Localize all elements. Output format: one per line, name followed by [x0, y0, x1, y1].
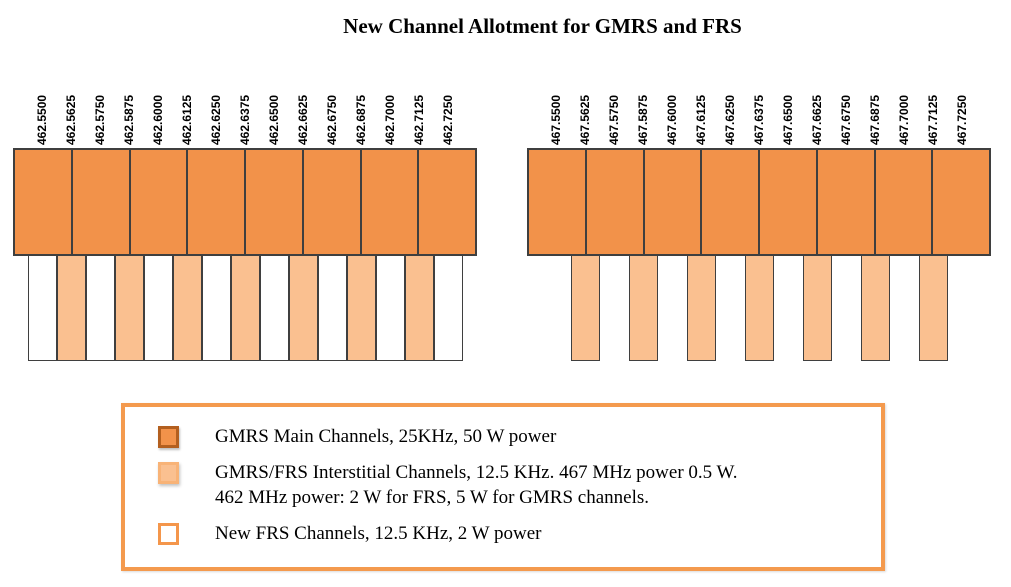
main-channel-segment: [529, 150, 587, 254]
frs-channel-bar: [259, 256, 289, 361]
interstitial-channel-bar: [628, 256, 658, 361]
lower-channels-row: [13, 256, 477, 362]
main-channel-segment: [702, 150, 760, 254]
interstitial-channel-bar: [114, 256, 144, 361]
main-channel-segment: [645, 150, 703, 254]
interstitial-channel-bar: [918, 256, 948, 361]
frs-channel-swatch: [158, 523, 179, 545]
legend-item-text: New FRS Channels, 12.5 KHz, 2 W power: [215, 521, 542, 546]
frequency-label: 462.6250: [209, 94, 223, 145]
lower-channels-row: [527, 256, 991, 362]
main-channels-band: [527, 148, 991, 256]
legend-item-text-line: GMRS/FRS Interstitial Channels, 12.5 KHz…: [215, 462, 738, 483]
frequency-label: 467.5625: [578, 94, 592, 145]
frequency-label: 462.6625: [296, 94, 310, 145]
frequency-label: 467.6375: [752, 94, 766, 145]
frequency-label: 462.5750: [93, 94, 107, 145]
frequency-label: 467.5875: [636, 94, 650, 145]
frequency-label: 462.7250: [441, 94, 455, 145]
frs-channel-bar: [375, 256, 405, 361]
frs-channel-bar: [433, 256, 463, 361]
legend-item-text: GMRS Main Channels, 25KHz, 50 W power: [215, 424, 556, 449]
frequency-label: 467.6500: [781, 94, 795, 145]
interstitial-channel-bar: [404, 256, 434, 361]
main-channel-segment: [933, 150, 989, 254]
frequency-label: 467.6625: [810, 94, 824, 145]
main-channel-segment: [587, 150, 645, 254]
main-channels-band: [13, 148, 477, 256]
frequency-label: 462.6000: [151, 94, 165, 145]
interstitial-channel-bar: [288, 256, 318, 361]
frequency-label: 467.7125: [926, 94, 940, 145]
frequency-labels-row: 467.5500 467.5625 467.5750 467.5875 467.6000…: [527, 82, 991, 146]
frs-channel-bar: [85, 256, 115, 361]
interstitial-channel-bar: [570, 256, 600, 361]
main-channel-segment: [73, 150, 131, 254]
legend-item: GMRS Main Channels, 25KHz, 50 W power: [158, 424, 871, 449]
main-channel-segment: [876, 150, 934, 254]
chart-467-band: 467.5500 467.5625 467.5750 467.5875 467.6000…: [527, 82, 991, 362]
main-channel-segment: [362, 150, 420, 254]
frequency-label: 467.6875: [868, 94, 882, 145]
frequency-label: 462.5500: [35, 94, 49, 145]
interstitial-channel-bar: [802, 256, 832, 361]
interstitial-channel-bar: [346, 256, 376, 361]
main-channel-segment: [818, 150, 876, 254]
frequency-label: 462.6375: [238, 94, 252, 145]
legend-item-text-line: New FRS Channels, 12.5 KHz, 2 W power: [215, 523, 542, 544]
interstitial-channel-swatch: [158, 462, 179, 484]
legend-item: New FRS Channels, 12.5 KHz, 2 W power: [158, 521, 871, 546]
page-title: New Channel Allotment for GMRS and FRS: [343, 14, 742, 38]
frequency-label: 462.6750: [325, 94, 339, 145]
frequency-label: 462.6125: [180, 94, 194, 145]
frequency-label: 462.6500: [267, 94, 281, 145]
frequency-label: 467.6125: [694, 94, 708, 145]
interstitial-channel-bar: [686, 256, 716, 361]
interstitial-channel-bar: [744, 256, 774, 361]
frequency-label: 467.6250: [723, 94, 737, 145]
frs-channel-bar: [201, 256, 231, 361]
interstitial-channel-bar: [56, 256, 86, 361]
interstitial-channel-bar: [172, 256, 202, 361]
legend-item-text-line: 462 MHz power: 2 W for FRS, 5 W for GMRS…: [215, 487, 649, 508]
legend-item-text: GMRS/FRS Interstitial Channels, 12.5 KHz…: [215, 460, 738, 510]
main-channel-segment: [131, 150, 189, 254]
frequency-label: 467.7000: [897, 94, 911, 145]
frs-channel-bar: [27, 256, 57, 361]
frequency-label: 467.5500: [549, 94, 563, 145]
main-channel-segment: [15, 150, 73, 254]
main-channel-segment: [188, 150, 246, 254]
legend-item: GMRS/FRS Interstitial Channels, 12.5 KHz…: [158, 460, 871, 510]
frequency-label: 462.7125: [412, 94, 426, 145]
frequency-label: 467.6000: [665, 94, 679, 145]
frequency-label: 462.7000: [383, 94, 397, 145]
main-channel-swatch: [158, 426, 179, 448]
frs-channel-bar: [143, 256, 173, 361]
main-channel-segment: [760, 150, 818, 254]
chart-462-band: 462.5500 462.5625 462.5750 462.5875 462.6000…: [13, 82, 477, 362]
frequency-label: 462.5625: [64, 94, 78, 145]
frequency-label: 462.6875: [354, 94, 368, 145]
frequency-label: 467.6750: [839, 94, 853, 145]
interstitial-channel-bar: [230, 256, 260, 361]
interstitial-channel-bar: [860, 256, 890, 361]
legend: GMRS Main Channels, 25KHz, 50 W power GMR…: [121, 403, 885, 571]
frequency-label: 467.5750: [607, 94, 621, 145]
main-channel-segment: [419, 150, 475, 254]
frs-channel-bar: [317, 256, 347, 361]
main-channel-segment: [304, 150, 362, 254]
main-channel-segment: [246, 150, 304, 254]
frequency-label: 462.5875: [122, 94, 136, 145]
frequency-label: 467.7250: [955, 94, 969, 145]
frequency-labels-row: 462.5500 462.5625 462.5750 462.5875 462.6000…: [13, 82, 477, 146]
legend-item-text-line: GMRS Main Channels, 25KHz, 50 W power: [215, 426, 557, 447]
